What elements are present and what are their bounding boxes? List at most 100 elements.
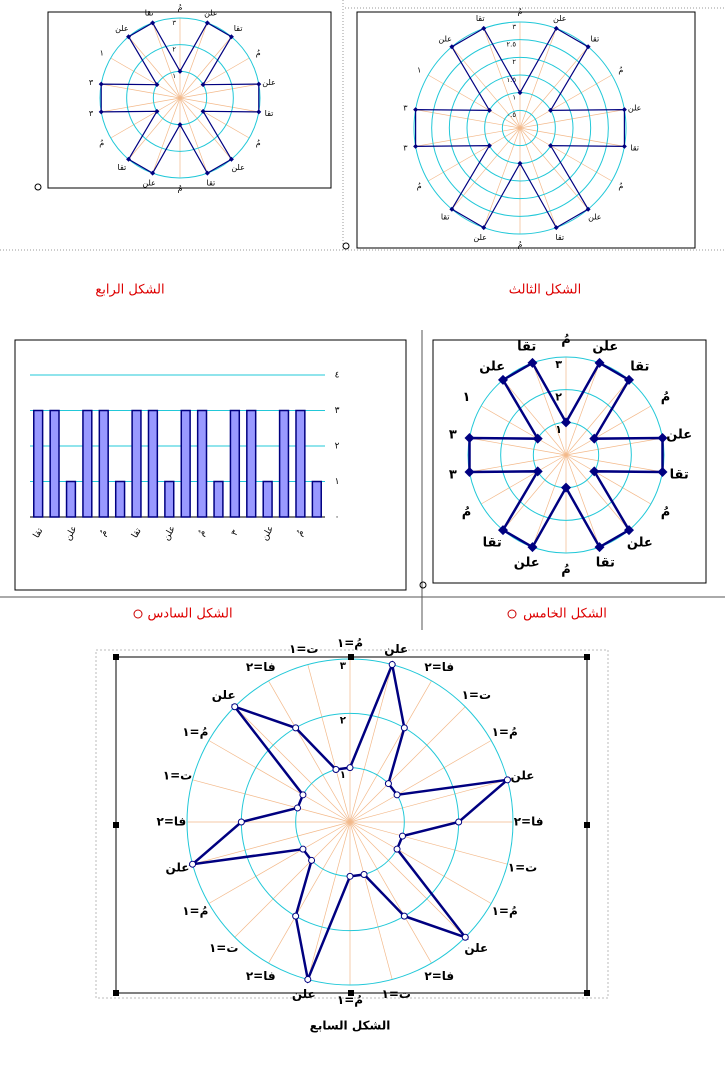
category-label: مُ <box>661 390 671 405</box>
category-label: علن <box>666 428 692 443</box>
spoke <box>349 680 432 823</box>
marker <box>294 804 302 812</box>
category-label: مُ <box>178 3 183 12</box>
spoke <box>179 97 250 139</box>
caption: الشكل الرابع <box>95 283 164 298</box>
marker <box>332 766 340 774</box>
spoke <box>192 779 351 823</box>
marker <box>498 374 509 385</box>
marker <box>98 109 104 115</box>
category-label: علن <box>553 14 567 23</box>
category-label: علن <box>464 941 488 955</box>
category-label: علن <box>511 768 535 782</box>
handle <box>584 990 590 996</box>
marker <box>561 417 571 428</box>
handle <box>584 654 590 660</box>
marker <box>449 206 455 212</box>
marker <box>553 225 559 231</box>
marker <box>304 975 312 983</box>
marker <box>517 90 523 96</box>
y-tick-label: ٣ <box>335 406 340 416</box>
spoke <box>349 779 508 823</box>
handle <box>113 990 119 996</box>
spoke <box>208 740 351 823</box>
category-label: مُ <box>518 7 523 16</box>
marker <box>527 357 538 368</box>
marker <box>621 143 627 149</box>
caption: الشكل السابع <box>310 1019 391 1033</box>
spoke <box>128 36 181 99</box>
category-label: تقا <box>145 9 154 18</box>
spoke <box>349 821 432 964</box>
bar <box>33 409 44 518</box>
category-label: مُ <box>256 139 261 148</box>
category-label: ٣ <box>89 109 94 118</box>
category-label: تقا <box>207 178 216 187</box>
marker <box>228 156 234 162</box>
category-label: علن <box>438 34 452 43</box>
category-label: تقا <box>265 109 274 118</box>
category-label: علن <box>115 24 129 33</box>
r-tick-label: ٣ <box>555 358 562 371</box>
x-tick-label: مُ <box>98 528 109 538</box>
marker <box>189 860 197 868</box>
marker <box>413 107 419 113</box>
marker <box>400 724 408 732</box>
category-label: ٣ <box>449 428 457 443</box>
chart-frame <box>356 11 696 249</box>
caption: الشكل الخامس <box>523 607 607 622</box>
spoke <box>268 821 351 964</box>
bar <box>82 409 93 518</box>
spoke <box>349 821 508 865</box>
category-label: علن <box>628 103 642 112</box>
r-tick-label: ٢ <box>172 45 176 53</box>
bar <box>196 409 208 518</box>
marker <box>200 82 206 88</box>
spoke <box>268 680 351 823</box>
marker <box>292 912 300 920</box>
spoke <box>349 821 492 904</box>
x-tick-label: مُ <box>295 528 306 538</box>
r-tick-label: ٢ <box>340 716 347 727</box>
category-label: علن <box>514 555 540 570</box>
category-label: مُ=١ <box>182 904 208 919</box>
category-label: مُ=١ <box>492 904 518 919</box>
category-label: ١ <box>417 65 421 74</box>
marker <box>594 357 605 368</box>
category-label: مُ=١ <box>337 636 363 651</box>
spoke <box>502 379 567 456</box>
spoke <box>565 437 663 456</box>
anchor <box>34 183 42 191</box>
marker <box>256 109 262 115</box>
marker <box>532 433 543 444</box>
y-tick-label: ٤ <box>335 371 340 381</box>
marker <box>623 374 634 385</box>
y-tick-label: ٠ <box>335 513 340 523</box>
caption: الشكل السادس <box>147 607 232 622</box>
spoke <box>565 362 600 456</box>
category-label: تقا <box>670 467 689 482</box>
category-label: فا=٢ <box>424 660 454 674</box>
spoke <box>480 405 567 456</box>
category-label: علن <box>212 688 236 702</box>
ring <box>501 109 539 147</box>
bar <box>65 480 77 518</box>
marker <box>517 160 523 166</box>
category-label: ت=١ <box>381 987 410 1001</box>
category-label: علن <box>592 340 618 355</box>
category-label: ١ <box>100 48 104 57</box>
anchor <box>342 242 350 250</box>
marker <box>150 170 156 176</box>
category-label: تقا <box>590 34 599 43</box>
caption: الشكل الثالث <box>509 283 582 298</box>
spoke <box>532 454 567 548</box>
category-label: ٣ <box>449 467 457 482</box>
category-label: ت=١ <box>508 861 537 875</box>
marker <box>154 82 160 88</box>
bar <box>180 409 191 518</box>
marker <box>461 933 469 941</box>
handle <box>113 822 119 828</box>
category-label: ٣ <box>403 144 408 153</box>
marker <box>231 703 239 711</box>
spoke <box>208 821 351 904</box>
